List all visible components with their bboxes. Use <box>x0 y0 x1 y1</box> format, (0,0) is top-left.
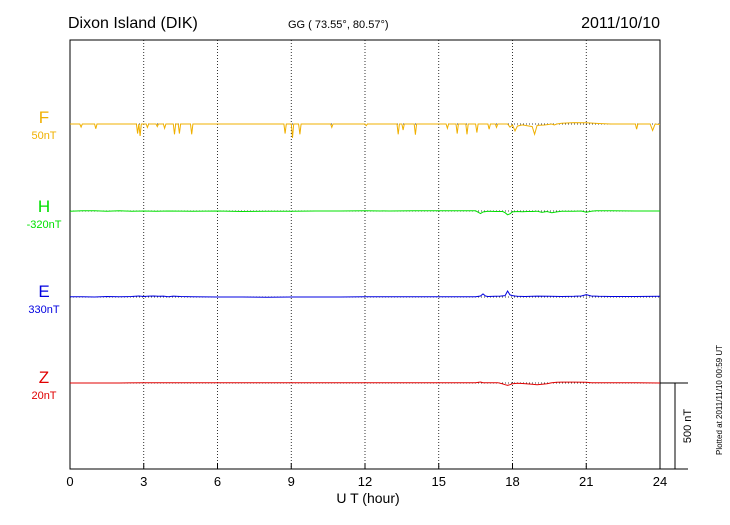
tick-label-21: 21 <box>579 474 593 489</box>
x-ticks: 0 3 6 9 12 15 18 21 24 <box>66 463 667 489</box>
series-offset-F: 50nT <box>31 130 56 142</box>
coordinates-label: GG ( 73.55°, 80.57°) <box>288 19 389 31</box>
trace-H <box>69 210 660 216</box>
trace-E <box>69 290 661 298</box>
series-name-H: H <box>38 197 50 216</box>
tick-label-12: 12 <box>358 474 372 489</box>
tick-label-6: 6 <box>214 474 221 489</box>
series-name-E: E <box>38 282 49 301</box>
x-axis-label: U T (hour) <box>336 490 399 506</box>
plotted-at-note: Plotted at 2011/11/10 00:59 UT <box>715 345 724 455</box>
vertical-gridlines <box>143 40 587 469</box>
trace-Z <box>70 381 661 386</box>
tick-label-15: 15 <box>432 474 446 489</box>
trace-F <box>70 122 661 138</box>
series-offset-Z: 20nT <box>31 390 56 402</box>
tick-label-18: 18 <box>505 474 519 489</box>
tick-label-24: 24 <box>653 474 667 489</box>
tick-label-9: 9 <box>288 474 295 489</box>
scale-bar-label: 500 nT <box>682 409 694 444</box>
tick-label-3: 3 <box>140 474 147 489</box>
plot-frame <box>69 39 661 470</box>
scale-bar: 500 nT <box>660 382 694 470</box>
series-offset-E: 330nT <box>28 304 59 316</box>
series-name-Z: Z <box>39 368 49 387</box>
station-title: Dixon Island (DIK) <box>68 15 198 32</box>
series-offset-H: -320nT <box>27 219 62 231</box>
date-label: 2011/10/10 <box>581 15 660 32</box>
series-labels: F 50nT H -320nT E 330nT Z 20nT <box>27 108 62 402</box>
tick-label-0: 0 <box>66 474 73 489</box>
series-traces <box>69 122 661 386</box>
series-name-F: F <box>39 108 49 127</box>
